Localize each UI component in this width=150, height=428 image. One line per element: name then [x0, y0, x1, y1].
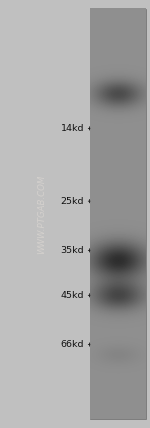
Text: 45kd: 45kd: [60, 291, 84, 300]
Text: 25kd: 25kd: [60, 196, 84, 206]
Text: 66kd: 66kd: [60, 340, 84, 349]
Text: 35kd: 35kd: [60, 246, 84, 255]
Text: 14kd: 14kd: [60, 124, 84, 133]
Bar: [90, 9, 146, 419]
Text: WWW.PTGAB.COM: WWW.PTGAB.COM: [38, 174, 46, 254]
